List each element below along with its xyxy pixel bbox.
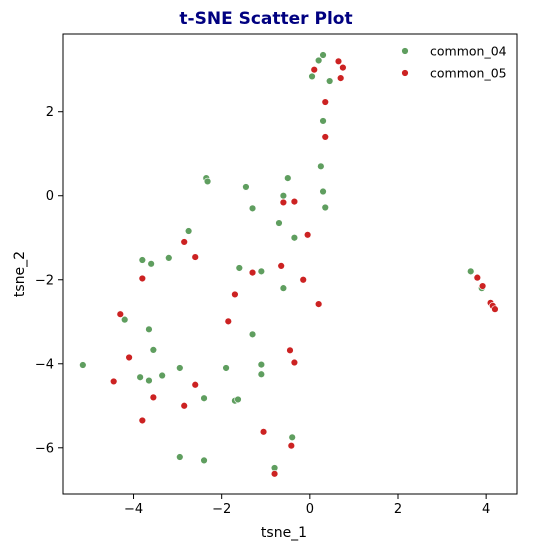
data-point-common_04-23 <box>121 315 129 324</box>
plot-area <box>62 33 518 495</box>
data-point-common_04-25 <box>248 330 257 339</box>
data-point-common_04-11 <box>203 177 212 186</box>
data-point-common_04-3 <box>325 77 334 85</box>
data-point-common_05-3 <box>336 74 345 82</box>
data-point-common_04-9 <box>242 183 250 191</box>
data-point-common_05-11 <box>138 274 147 283</box>
data-point-common_04-42 <box>467 267 475 276</box>
data-point-common_04-33 <box>257 370 266 378</box>
y-tick-label: −4 <box>35 357 54 372</box>
data-point-common_04-14 <box>290 234 299 242</box>
data-point-common_05-27 <box>259 428 268 436</box>
legend-marker-common_05 <box>401 69 409 77</box>
data-point-common_04-13 <box>248 204 257 213</box>
x-axis-label: tsne_1 <box>261 525 307 541</box>
y-tick-label: 2 <box>46 105 54 120</box>
data-point-common_04-8 <box>284 174 292 182</box>
data-point-common_04-15 <box>275 219 283 227</box>
data-point-common_04-30 <box>176 364 184 372</box>
data-point-common_04-22 <box>279 284 288 292</box>
data-point-common_04-19 <box>165 254 173 262</box>
data-point-common_05-25 <box>180 402 188 410</box>
data-point-common_04-32 <box>257 360 266 369</box>
data-point-common_04-20 <box>235 264 244 272</box>
data-point-common_04-4 <box>319 117 327 125</box>
data-point-common_05-12 <box>277 262 285 270</box>
y-tick-label: 0 <box>46 189 54 204</box>
data-point-common_05-4 <box>321 98 329 106</box>
plot-frame <box>62 33 518 495</box>
data-point-common_05-19 <box>286 346 294 355</box>
data-point-common_04-24 <box>145 325 153 334</box>
data-point-common_05-17 <box>116 310 125 318</box>
data-point-common_05-24 <box>149 393 158 402</box>
data-point-common_05-18 <box>224 317 232 326</box>
data-point-common_04-40 <box>200 456 208 465</box>
x-axis-ticks: −4 −2 0 2 4 <box>124 494 490 517</box>
data-point-common_04-21 <box>257 267 266 276</box>
data-point-common_05-31 <box>478 282 487 290</box>
data-point-common_04-5 <box>317 162 325 171</box>
data-point-common_04-34 <box>79 361 87 369</box>
x-tick-label: 4 <box>482 502 490 517</box>
data-point-common_04-2 <box>308 72 316 81</box>
data-point-common_05-6 <box>279 198 288 207</box>
data-point-common_05-10 <box>191 253 199 261</box>
legend-marker-common_04 <box>401 47 409 55</box>
data-point-common_05-0 <box>334 57 343 66</box>
data-point-common_05-9 <box>180 238 188 246</box>
data-point-common_05-28 <box>287 441 296 450</box>
series-common_04 <box>79 51 486 472</box>
data-point-common_04-38 <box>288 433 296 441</box>
data-point-common_05-1 <box>310 66 318 74</box>
data-point-common_05-34 <box>491 305 499 313</box>
x-tick-label: 0 <box>306 502 314 517</box>
data-point-common_05-15 <box>231 290 239 299</box>
data-point-common_04-12 <box>279 192 288 200</box>
data-point-common_04-1 <box>314 56 323 65</box>
data-point-common_04-16 <box>184 227 193 235</box>
data-point-common_05-14 <box>299 276 307 284</box>
data-point-common_05-7 <box>290 197 299 206</box>
chart-title: t-SNE Scatter Plot <box>179 9 352 29</box>
x-tick-label: −4 <box>124 502 143 517</box>
data-point-common_05-16 <box>314 300 323 308</box>
data-point-common_05-20 <box>290 358 299 367</box>
data-point-common_04-18 <box>147 260 155 268</box>
data-point-common_05-26 <box>138 416 147 425</box>
data-point-common_05-23 <box>191 381 199 389</box>
data-point-common_04-0 <box>319 51 327 59</box>
data-point-common_04-17 <box>138 256 147 264</box>
y-axis-label: tsne_2 <box>12 251 28 297</box>
data-point-common_05-22 <box>109 377 118 386</box>
legend-label-common_04: common_04 <box>430 44 507 59</box>
series-common_05 <box>109 57 499 478</box>
data-point-common_04-26 <box>149 346 158 354</box>
data-point-common_05-13 <box>248 268 257 277</box>
data-point-common_05-30 <box>473 273 482 282</box>
data-point-common_05-5 <box>321 133 329 141</box>
legend-label-common_05: common_05 <box>430 66 507 81</box>
legend: common_04 common_05 <box>401 44 507 81</box>
data-point-common_04-35 <box>200 394 208 402</box>
data-point-common_04-27 <box>158 371 166 380</box>
data-point-common_04-37 <box>234 395 242 404</box>
data-point-common_05-21 <box>125 353 133 362</box>
data-point-common_04-28 <box>136 373 144 381</box>
data-point-common_04-7 <box>321 203 329 212</box>
y-tick-label: −6 <box>35 441 54 456</box>
y-tick-label: −2 <box>35 273 54 288</box>
y-axis-ticks: −6 −4 −2 0 2 <box>35 105 63 456</box>
data-point-common_04-29 <box>145 376 153 385</box>
data-point-common_05-2 <box>339 63 347 72</box>
data-point-common_04-31 <box>222 364 230 372</box>
data-point-common_05-29 <box>270 470 279 478</box>
data-point-common_04-39 <box>176 453 184 461</box>
x-tick-label: 2 <box>394 502 402 517</box>
data-point-common_04-6 <box>319 187 327 196</box>
data-point-common_05-8 <box>303 231 312 239</box>
x-tick-label: −2 <box>212 502 231 517</box>
